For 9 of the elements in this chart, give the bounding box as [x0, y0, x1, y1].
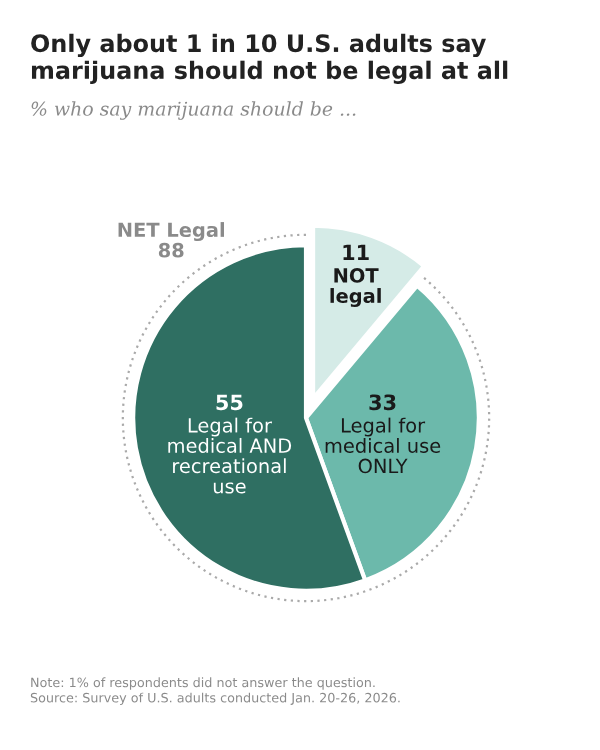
slice-label: Legal for medical use ONLY	[325, 417, 441, 474]
slice-label: NOT legal	[330, 268, 381, 307]
text: NET Legal 88	[118, 222, 225, 258]
chart-title: Only about 1 in 10 U.S. adults say marijuana should not be legal at all	[31, 33, 508, 84]
data-label: 55	[216, 394, 243, 411]
slice-label: Legal for medical AND recreational use	[168, 417, 292, 494]
data-label: 33	[369, 394, 396, 411]
chart-subtitle: % who say marijuana should be ...	[31, 101, 356, 120]
data-label: 11	[343, 244, 369, 260]
